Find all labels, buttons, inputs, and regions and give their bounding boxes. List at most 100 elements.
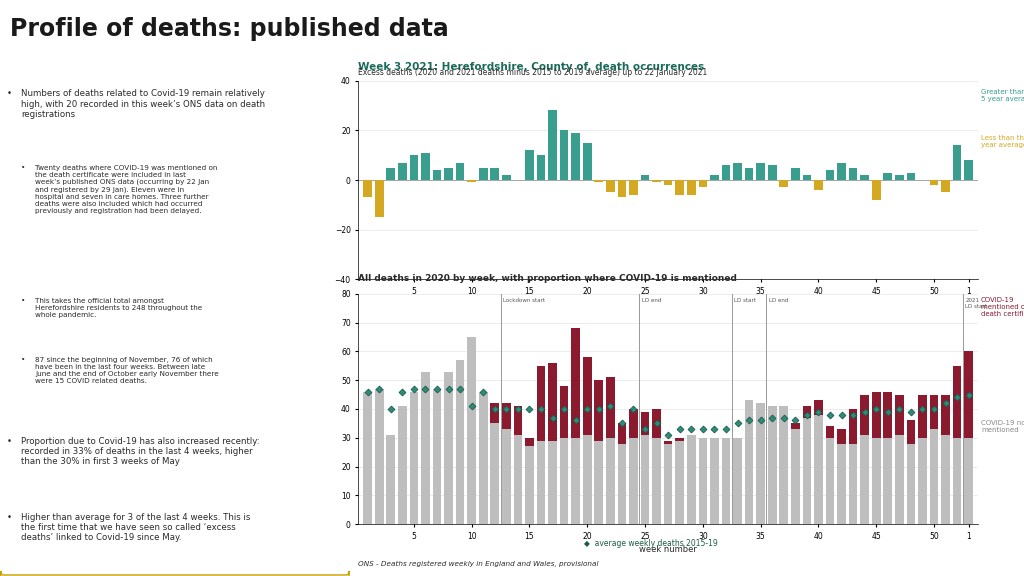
Bar xyxy=(606,377,614,438)
Text: COVID-19 not
mentioned: COVID-19 not mentioned xyxy=(981,420,1024,434)
Bar xyxy=(733,162,741,180)
Bar xyxy=(560,130,568,180)
Bar xyxy=(884,392,892,438)
Text: This takes the official total amongst
Herefordshire residents to 248 throughout : This takes the official total amongst He… xyxy=(35,298,203,318)
Bar xyxy=(652,409,660,438)
Bar xyxy=(514,435,522,524)
Bar xyxy=(884,173,892,180)
Bar xyxy=(733,438,741,524)
Bar xyxy=(490,423,499,524)
Bar xyxy=(525,446,534,524)
Bar xyxy=(548,111,557,180)
Bar xyxy=(965,351,973,438)
Bar xyxy=(410,392,418,524)
Text: ONS - Deaths registered weekly in England and Wales, provisional: ONS - Deaths registered weekly in Englan… xyxy=(358,560,599,567)
Text: Excess deaths (2020 and 2021 deaths minus 2015 to 2019 average) up to 22 January: Excess deaths (2020 and 2021 deaths minu… xyxy=(358,68,708,77)
Bar xyxy=(791,423,800,429)
Bar xyxy=(583,143,592,180)
Bar xyxy=(479,168,487,180)
Bar xyxy=(548,441,557,524)
Bar xyxy=(952,438,962,524)
Text: •: • xyxy=(22,357,26,362)
Bar xyxy=(838,444,846,524)
Bar xyxy=(860,175,869,180)
Text: LD end: LD end xyxy=(642,298,660,303)
Bar xyxy=(364,392,372,524)
Bar xyxy=(895,435,903,524)
Text: LD start: LD start xyxy=(734,298,756,303)
Bar xyxy=(906,420,915,444)
Bar xyxy=(965,438,973,524)
Bar xyxy=(698,180,708,187)
Bar xyxy=(502,429,511,524)
Bar xyxy=(965,160,973,180)
Bar xyxy=(525,150,534,180)
Bar xyxy=(860,435,869,524)
Bar xyxy=(849,409,857,444)
Text: Numbers of deaths related to Covid-19 remain relatively
high, with 20 recorded i: Numbers of deaths related to Covid-19 re… xyxy=(22,89,265,119)
Bar xyxy=(386,168,395,180)
Bar xyxy=(744,168,754,180)
Text: COVID-19
mentioned on the
death certificate: COVID-19 mentioned on the death certific… xyxy=(981,297,1024,317)
Bar xyxy=(467,337,476,524)
FancyBboxPatch shape xyxy=(1,571,349,576)
Bar xyxy=(768,165,776,180)
Bar xyxy=(479,392,487,524)
Bar xyxy=(502,175,511,180)
Bar xyxy=(838,162,846,180)
Bar xyxy=(502,403,511,429)
Bar xyxy=(952,145,962,180)
Bar xyxy=(641,412,649,435)
Text: Proportion due to Covid-19 has also increased recently:
recorded in 33% of death: Proportion due to Covid-19 has also incr… xyxy=(22,437,260,467)
Bar xyxy=(803,418,811,524)
Bar xyxy=(583,435,592,524)
Bar xyxy=(560,438,568,524)
Bar xyxy=(941,435,950,524)
Bar xyxy=(629,180,638,195)
Bar xyxy=(617,444,627,524)
Bar xyxy=(375,180,384,217)
Bar xyxy=(571,328,580,438)
Text: Lockdown start: Lockdown start xyxy=(503,298,545,303)
Bar xyxy=(871,392,881,438)
Text: Profile of deaths: published data: Profile of deaths: published data xyxy=(10,17,449,41)
Bar xyxy=(421,372,430,524)
Bar xyxy=(490,403,499,423)
Bar xyxy=(930,395,938,429)
Bar xyxy=(641,175,649,180)
Bar xyxy=(676,441,684,524)
Bar xyxy=(757,162,765,180)
Bar xyxy=(687,180,695,195)
Bar xyxy=(825,170,835,180)
Bar xyxy=(803,406,811,418)
Bar xyxy=(444,372,453,524)
Text: Twenty deaths where COVID-19 was mentioned on
the death certificate were include: Twenty deaths where COVID-19 was mention… xyxy=(35,165,218,214)
Bar xyxy=(444,168,453,180)
Bar xyxy=(791,429,800,524)
Bar xyxy=(537,441,546,524)
Bar xyxy=(456,162,465,180)
Bar xyxy=(710,438,719,524)
Bar xyxy=(617,423,627,444)
Text: 87 since the beginning of November, 76 of which
have been in the last four weeks: 87 since the beginning of November, 76 o… xyxy=(35,357,219,384)
Bar xyxy=(467,180,476,183)
Bar xyxy=(537,366,546,441)
Bar xyxy=(906,444,915,524)
Bar xyxy=(560,386,568,438)
Bar xyxy=(664,180,673,185)
Bar xyxy=(398,406,407,524)
Bar xyxy=(768,406,776,524)
Text: •: • xyxy=(7,513,12,522)
Bar xyxy=(930,180,938,185)
Bar xyxy=(676,438,684,441)
Bar xyxy=(548,363,557,441)
Bar xyxy=(456,360,465,524)
Bar xyxy=(606,438,614,524)
Bar xyxy=(687,435,695,524)
Bar xyxy=(849,168,857,180)
Bar xyxy=(664,444,673,524)
Bar xyxy=(629,409,638,438)
Bar xyxy=(919,438,927,524)
Bar xyxy=(629,438,638,524)
Bar xyxy=(860,395,869,435)
